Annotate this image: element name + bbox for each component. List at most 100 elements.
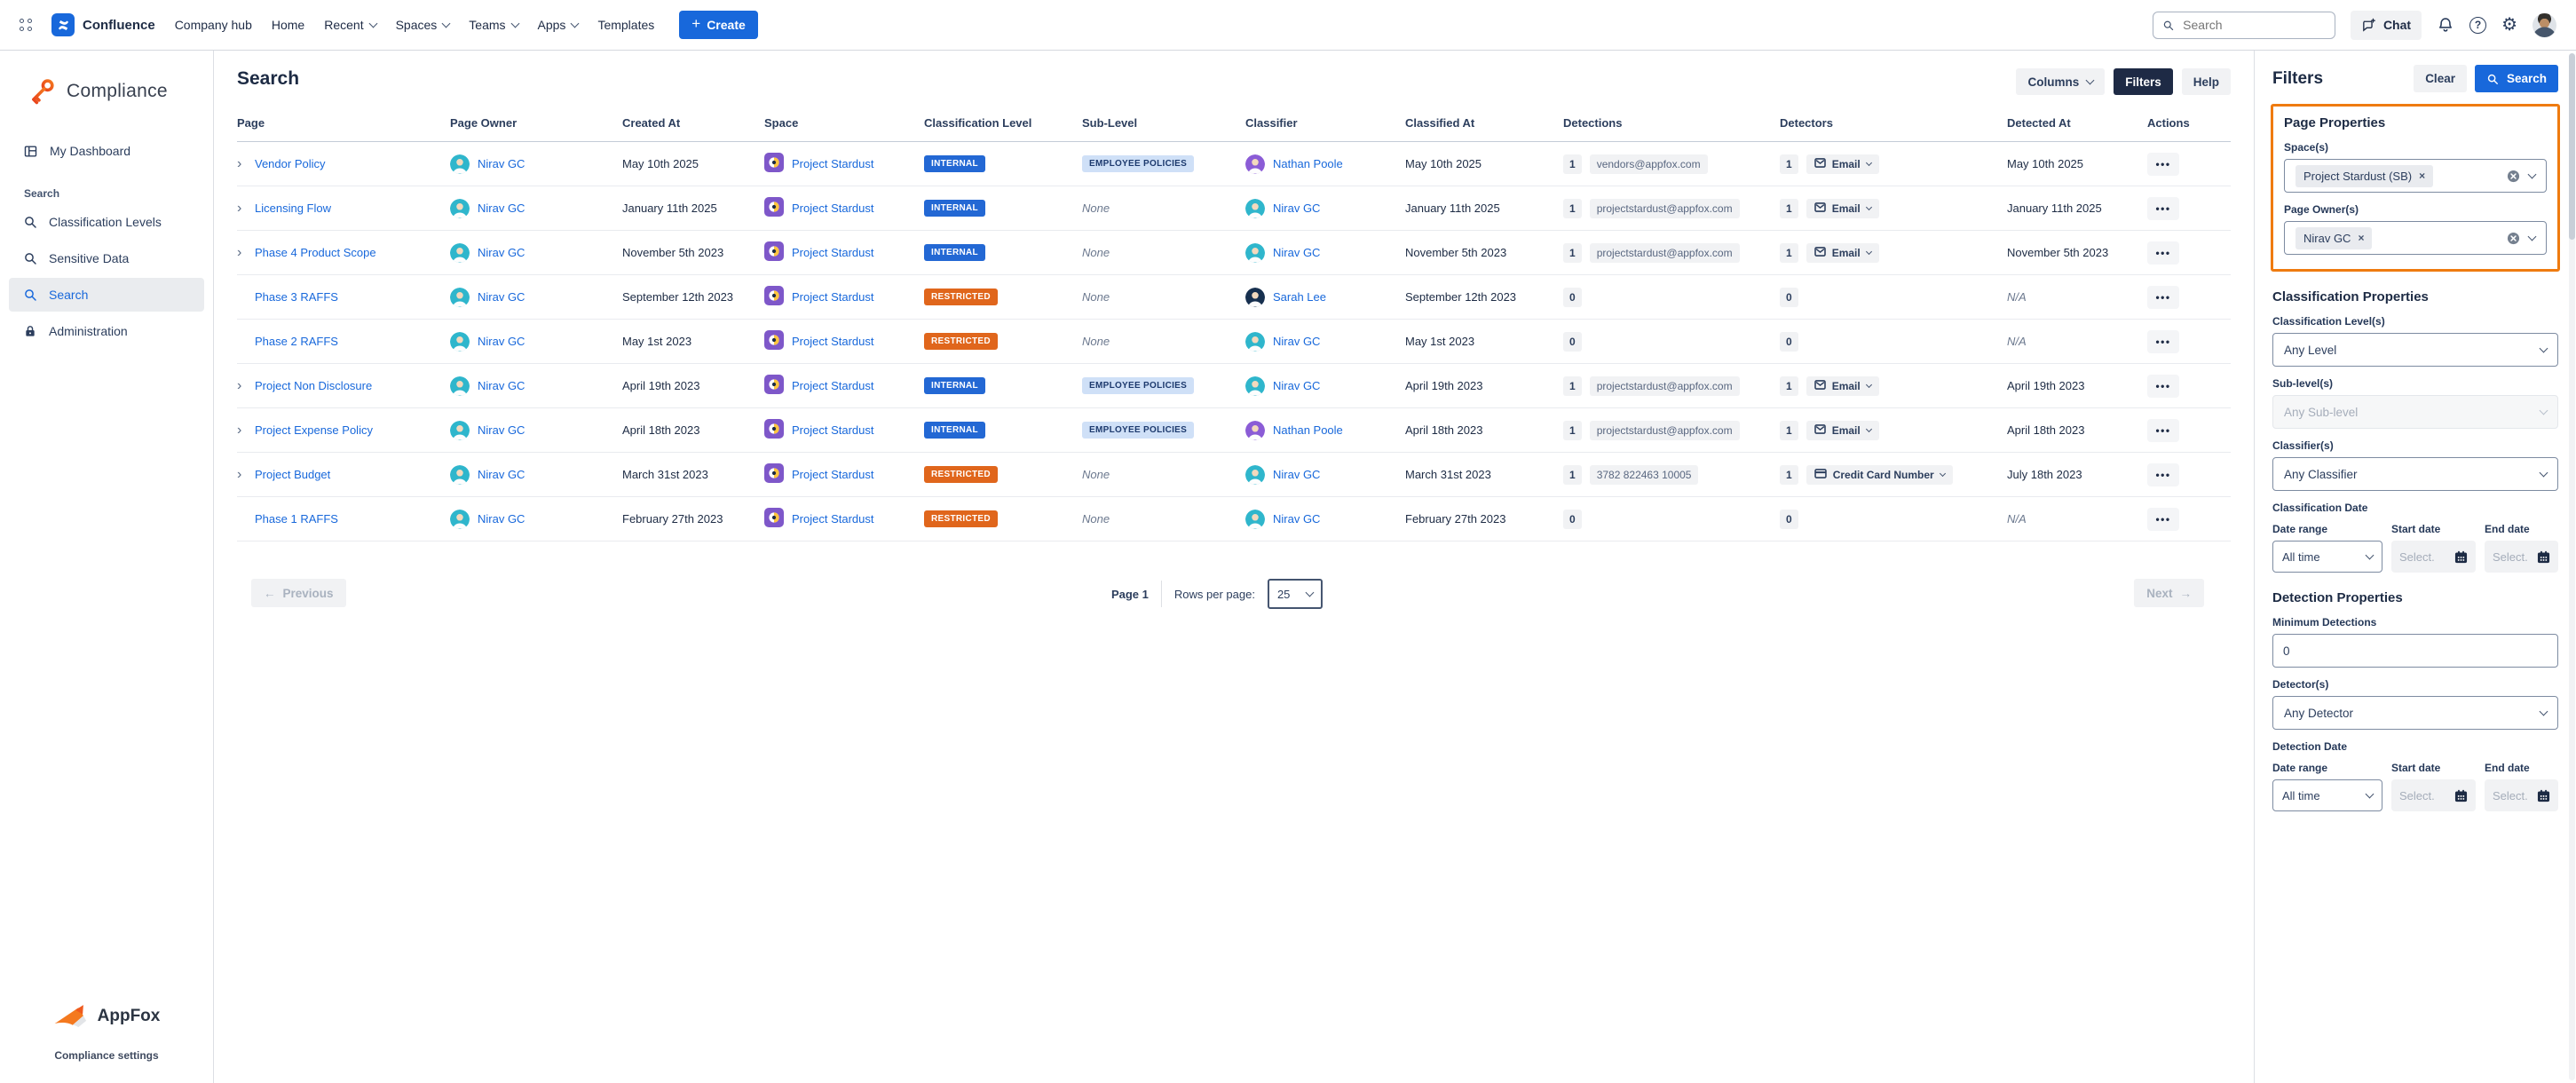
page-link[interactable]: Phase 3 RAFFS	[255, 290, 338, 304]
detector-chip[interactable]: Email	[1806, 198, 1879, 218]
space-link[interactable]: Project Stardust	[792, 423, 874, 437]
detector-chip[interactable]: Email	[1806, 420, 1879, 440]
space-link[interactable]: Project Stardust	[792, 202, 874, 215]
row-actions-button[interactable]: •••	[2147, 329, 2179, 353]
row-actions-button[interactable]: •••	[2147, 418, 2179, 442]
settings-button[interactable]: ⚙	[2501, 16, 2517, 34]
classifier-select[interactable]: Any Classifier	[2272, 457, 2558, 491]
space-link[interactable]: Project Stardust	[792, 335, 874, 348]
page-owner-link[interactable]: Nirav GC	[478, 512, 525, 526]
remove-chip-icon[interactable]: ×	[2419, 170, 2426, 182]
remove-chip-icon[interactable]: ×	[2358, 232, 2365, 244]
rows-per-page-select[interactable]: 25	[1267, 579, 1323, 609]
row-actions-button[interactable]: •••	[2147, 462, 2179, 486]
row-actions-button[interactable]: •••	[2147, 152, 2179, 176]
nav-item-recent[interactable]: Recent	[324, 18, 378, 32]
detector-chip[interactable]: Credit Card Number	[1806, 464, 1953, 485]
columns-button[interactable]: Columns	[2016, 68, 2106, 95]
page-owner-link[interactable]: Nirav GC	[478, 157, 525, 170]
page-link[interactable]: Project Non Disclosure	[255, 379, 373, 392]
sidebar-item-administration[interactable]: Administration	[9, 314, 204, 348]
row-actions-button[interactable]: •••	[2147, 241, 2179, 265]
space-link[interactable]: Project Stardust	[792, 157, 874, 170]
nav-item-spaces[interactable]: Spaces	[396, 18, 451, 32]
page-link[interactable]: Vendor Policy	[255, 157, 326, 170]
nav-item-teams[interactable]: Teams	[469, 18, 519, 32]
spaces-multiselect[interactable]: Project Stardust (SB) ×	[2284, 159, 2547, 193]
expand-chevron-icon[interactable]: ›	[237, 466, 242, 482]
minimum-detections-input[interactable]	[2272, 634, 2558, 668]
row-actions-button[interactable]: •••	[2147, 507, 2179, 531]
space-link[interactable]: Project Stardust	[792, 468, 874, 481]
page-owner-link[interactable]: Nirav GC	[478, 246, 525, 259]
page-link[interactable]: Phase 1 RAFFS	[255, 512, 338, 526]
page-link[interactable]: Phase 2 RAFFS	[255, 335, 338, 348]
next-page-button[interactable]: Next →	[2134, 579, 2204, 607]
classifier-link[interactable]: Nirav GC	[1273, 202, 1321, 215]
detection-date-range-select[interactable]: All time	[2272, 779, 2382, 811]
page-link[interactable]: Project Budget	[255, 468, 331, 481]
space-link[interactable]: Project Stardust	[792, 379, 874, 392]
page-owner-link[interactable]: Nirav GC	[478, 290, 525, 304]
sidebar-item-my-dashboard[interactable]: My Dashboard	[9, 134, 204, 168]
create-button[interactable]: + Create	[679, 11, 758, 39]
page-owner-link[interactable]: Nirav GC	[478, 423, 525, 437]
page-owner-link[interactable]: Nirav GC	[478, 379, 525, 392]
sidebar-item-search[interactable]: Search	[9, 278, 204, 312]
detector-chip[interactable]: Email	[1806, 154, 1879, 174]
nav-item-home[interactable]: Home	[271, 18, 305, 32]
classifier-link[interactable]: Sarah Lee	[1273, 290, 1326, 304]
expand-chevron-icon[interactable]: ›	[237, 377, 242, 393]
classification-level-select[interactable]: Any Level	[2272, 333, 2558, 367]
filters-button[interactable]: Filters	[2114, 68, 2173, 95]
page-link[interactable]: Phase 4 Product Scope	[255, 246, 376, 259]
page-link[interactable]: Project Expense Policy	[255, 423, 373, 437]
space-link[interactable]: Project Stardust	[792, 290, 874, 304]
confluence-brand[interactable]: Confluence	[51, 13, 155, 36]
expand-chevron-icon[interactable]: ›	[237, 422, 242, 438]
space-link[interactable]: Project Stardust	[792, 246, 874, 259]
sidebar-item-classification-levels[interactable]: Classification Levels	[9, 205, 204, 239]
previous-page-button[interactable]: ← Previous	[251, 579, 346, 607]
app-switcher-icon[interactable]	[20, 19, 32, 31]
page-link[interactable]: Licensing Flow	[255, 202, 331, 215]
classifier-link[interactable]: Nirav GC	[1273, 379, 1321, 392]
classifier-link[interactable]: Nirav GC	[1273, 246, 1321, 259]
notifications-button[interactable]	[2437, 16, 2454, 34]
row-actions-button[interactable]: •••	[2147, 196, 2179, 220]
search-input[interactable]	[2181, 17, 2326, 33]
classifier-link[interactable]: Nirav GC	[1273, 335, 1321, 348]
expand-chevron-icon[interactable]: ›	[237, 200, 242, 216]
clear-filters-button[interactable]: Clear	[2414, 65, 2467, 92]
chat-button[interactable]: Chat	[2350, 10, 2422, 40]
classifier-link[interactable]: Nirav GC	[1273, 512, 1321, 526]
clear-field-icon[interactable]	[2507, 170, 2520, 183]
scrollbar-thumb[interactable]	[2569, 53, 2575, 240]
page-owner-link[interactable]: Nirav GC	[478, 335, 525, 348]
space-link[interactable]: Project Stardust	[792, 512, 874, 526]
row-actions-button[interactable]: •••	[2147, 285, 2179, 309]
classifier-link[interactable]: Nathan Poole	[1273, 157, 1343, 170]
detector-select[interactable]: Any Detector	[2272, 696, 2558, 730]
detector-chip[interactable]: Email	[1806, 242, 1879, 263]
apply-search-button[interactable]: Search	[2474, 65, 2558, 92]
global-search[interactable]	[2152, 11, 2335, 39]
help-button[interactable]: ?	[2469, 16, 2487, 34]
nav-item-company-hub[interactable]: Company hub	[174, 18, 252, 32]
page-owners-multiselect[interactable]: Nirav GC ×	[2284, 221, 2547, 255]
scrollbar[interactable]	[2569, 53, 2575, 1080]
nav-item-templates[interactable]: Templates	[597, 18, 655, 32]
expand-chevron-icon[interactable]: ›	[237, 244, 242, 260]
page-owner-link[interactable]: Nirav GC	[478, 202, 525, 215]
classification-date-range-select[interactable]: All time	[2272, 541, 2382, 573]
user-avatar[interactable]	[2533, 12, 2556, 37]
row-actions-button[interactable]: •••	[2147, 374, 2179, 398]
help-button-toolbar[interactable]: Help	[2181, 68, 2231, 95]
sidebar-item-sensitive-data[interactable]: Sensitive Data	[9, 241, 204, 275]
page-owner-link[interactable]: Nirav GC	[478, 468, 525, 481]
classifier-link[interactable]: Nathan Poole	[1273, 423, 1343, 437]
detector-chip[interactable]: Email	[1806, 375, 1879, 396]
clear-field-icon[interactable]	[2507, 232, 2520, 245]
expand-chevron-icon[interactable]: ›	[237, 155, 242, 171]
classifier-link[interactable]: Nirav GC	[1273, 468, 1321, 481]
